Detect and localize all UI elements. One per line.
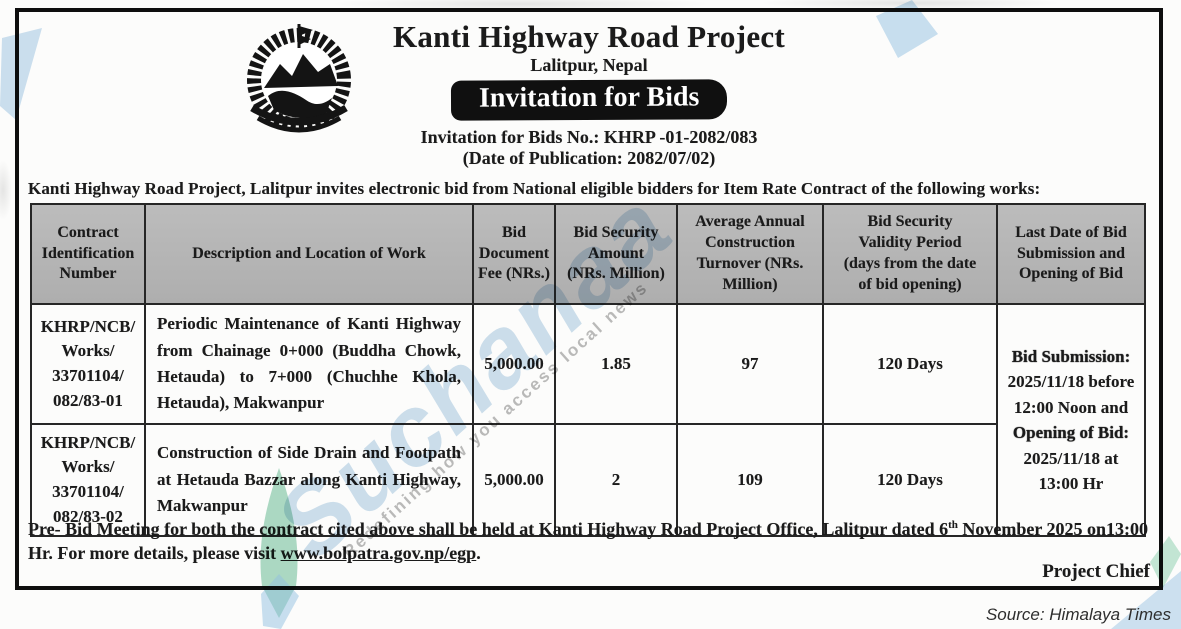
description-cell: Construction of Side Drain and Footpath … <box>144 423 474 537</box>
table-row: KHRP/NCB/ Works/ 33701104/ 082/83-01 Per… <box>30 303 1146 537</box>
col-header-validity: Bid Security Validity Period (days from … <box>822 203 998 305</box>
contract-id-cell: KHRP/NCB/ Works/ 33701104/ 082/83-01 <box>30 303 146 425</box>
intro-paragraph: Kanti Highway Road Project, Lalitpur inv… <box>28 179 1041 198</box>
project-location: Lalitpur, Nepal <box>530 55 648 76</box>
table-row: KHRP/NCB/ Works/ 33701104/ 082/83-02 Con… <box>30 423 1145 537</box>
footer-text: November 2025 on13:00 Hr. For more detai… <box>28 519 1149 563</box>
scan-smudge <box>0 160 12 220</box>
ordinal-suffix: th <box>948 519 958 531</box>
prebid-meeting-paragraph: Pre- Bid Meeting for both the contract c… <box>28 518 1152 566</box>
invitation-banner: Invitation for Bids <box>450 79 728 121</box>
col-header-last-date: Last Date of Bid Submission and Opening … <box>996 203 1146 305</box>
source-credit: Source: Himalaya Times <box>985 605 1171 624</box>
col-header-contract-id: Contract Identification Number <box>30 203 146 305</box>
contract-id-cell: KHRP/NCB/ Works/ 33701104/ 082/83-02 <box>30 423 146 537</box>
footer-text: . <box>476 542 481 563</box>
last-date-cell: Bid Submission: 2025/11/18 before 12:00 … <box>996 303 1146 537</box>
footer-text: Pre- Bid Meeting for both the contract c… <box>28 519 949 539</box>
nepal-emblem-logo <box>247 24 351 133</box>
bid-submission-value: 2025/11/18 before 12:00 Noon and <box>1007 372 1135 417</box>
bid-submission-label: Bid Submission: <box>1011 346 1131 366</box>
description-cell: Periodic Maintenance of Kanti Highway fr… <box>144 303 474 425</box>
bid-opening-value: 2025/11/18 at 13:00 Hr <box>1023 448 1119 494</box>
project-title: Kanti Highway Road Project <box>392 19 786 54</box>
document-border: Kanti Highway Road Project Lalitpur, Nep… <box>15 8 1163 590</box>
bids-table: Contract Identification Number Descripti… <box>30 203 1146 537</box>
fee-cell: 5,000.00 <box>472 303 556 425</box>
col-header-turnover: Average Annual Construction Turnover (NR… <box>676 203 824 305</box>
bolpatra-link[interactable]: www.bolpatra.gov.np/egp <box>280 542 477 563</box>
col-header-security-amount: Bid Security Amount (NRs. Million) <box>554 203 678 305</box>
col-header-document-fee: Bid Document Fee (NRs.) <box>472 203 556 305</box>
security-amount-cell: 1.85 <box>554 303 678 425</box>
validity-cell: 120 Days <box>822 303 998 425</box>
col-header-description: Description and Location of Work <box>144 203 474 305</box>
publication-date-line: (Date of Publication: 2082/07/02) <box>462 148 716 169</box>
fee-cell: 5,000.00 <box>472 423 556 537</box>
turnover-cell: 109 <box>676 423 824 537</box>
table-header-row: Contract Identification Number Descripti… <box>30 203 1146 305</box>
signature-project-chief: Project Chief <box>1042 561 1150 582</box>
bid-number-line: Invitation for Bids No.: KHRP -01-2082/0… <box>420 126 758 147</box>
bid-opening-label: Opening of Bid: <box>1012 423 1130 442</box>
document-header: Kanti Highway Road Project Lalitpur, Nep… <box>19 12 1159 169</box>
security-amount-cell: 2 <box>554 423 678 537</box>
validity-cell: 120 Days <box>822 423 998 537</box>
turnover-cell: 97 <box>676 303 824 425</box>
